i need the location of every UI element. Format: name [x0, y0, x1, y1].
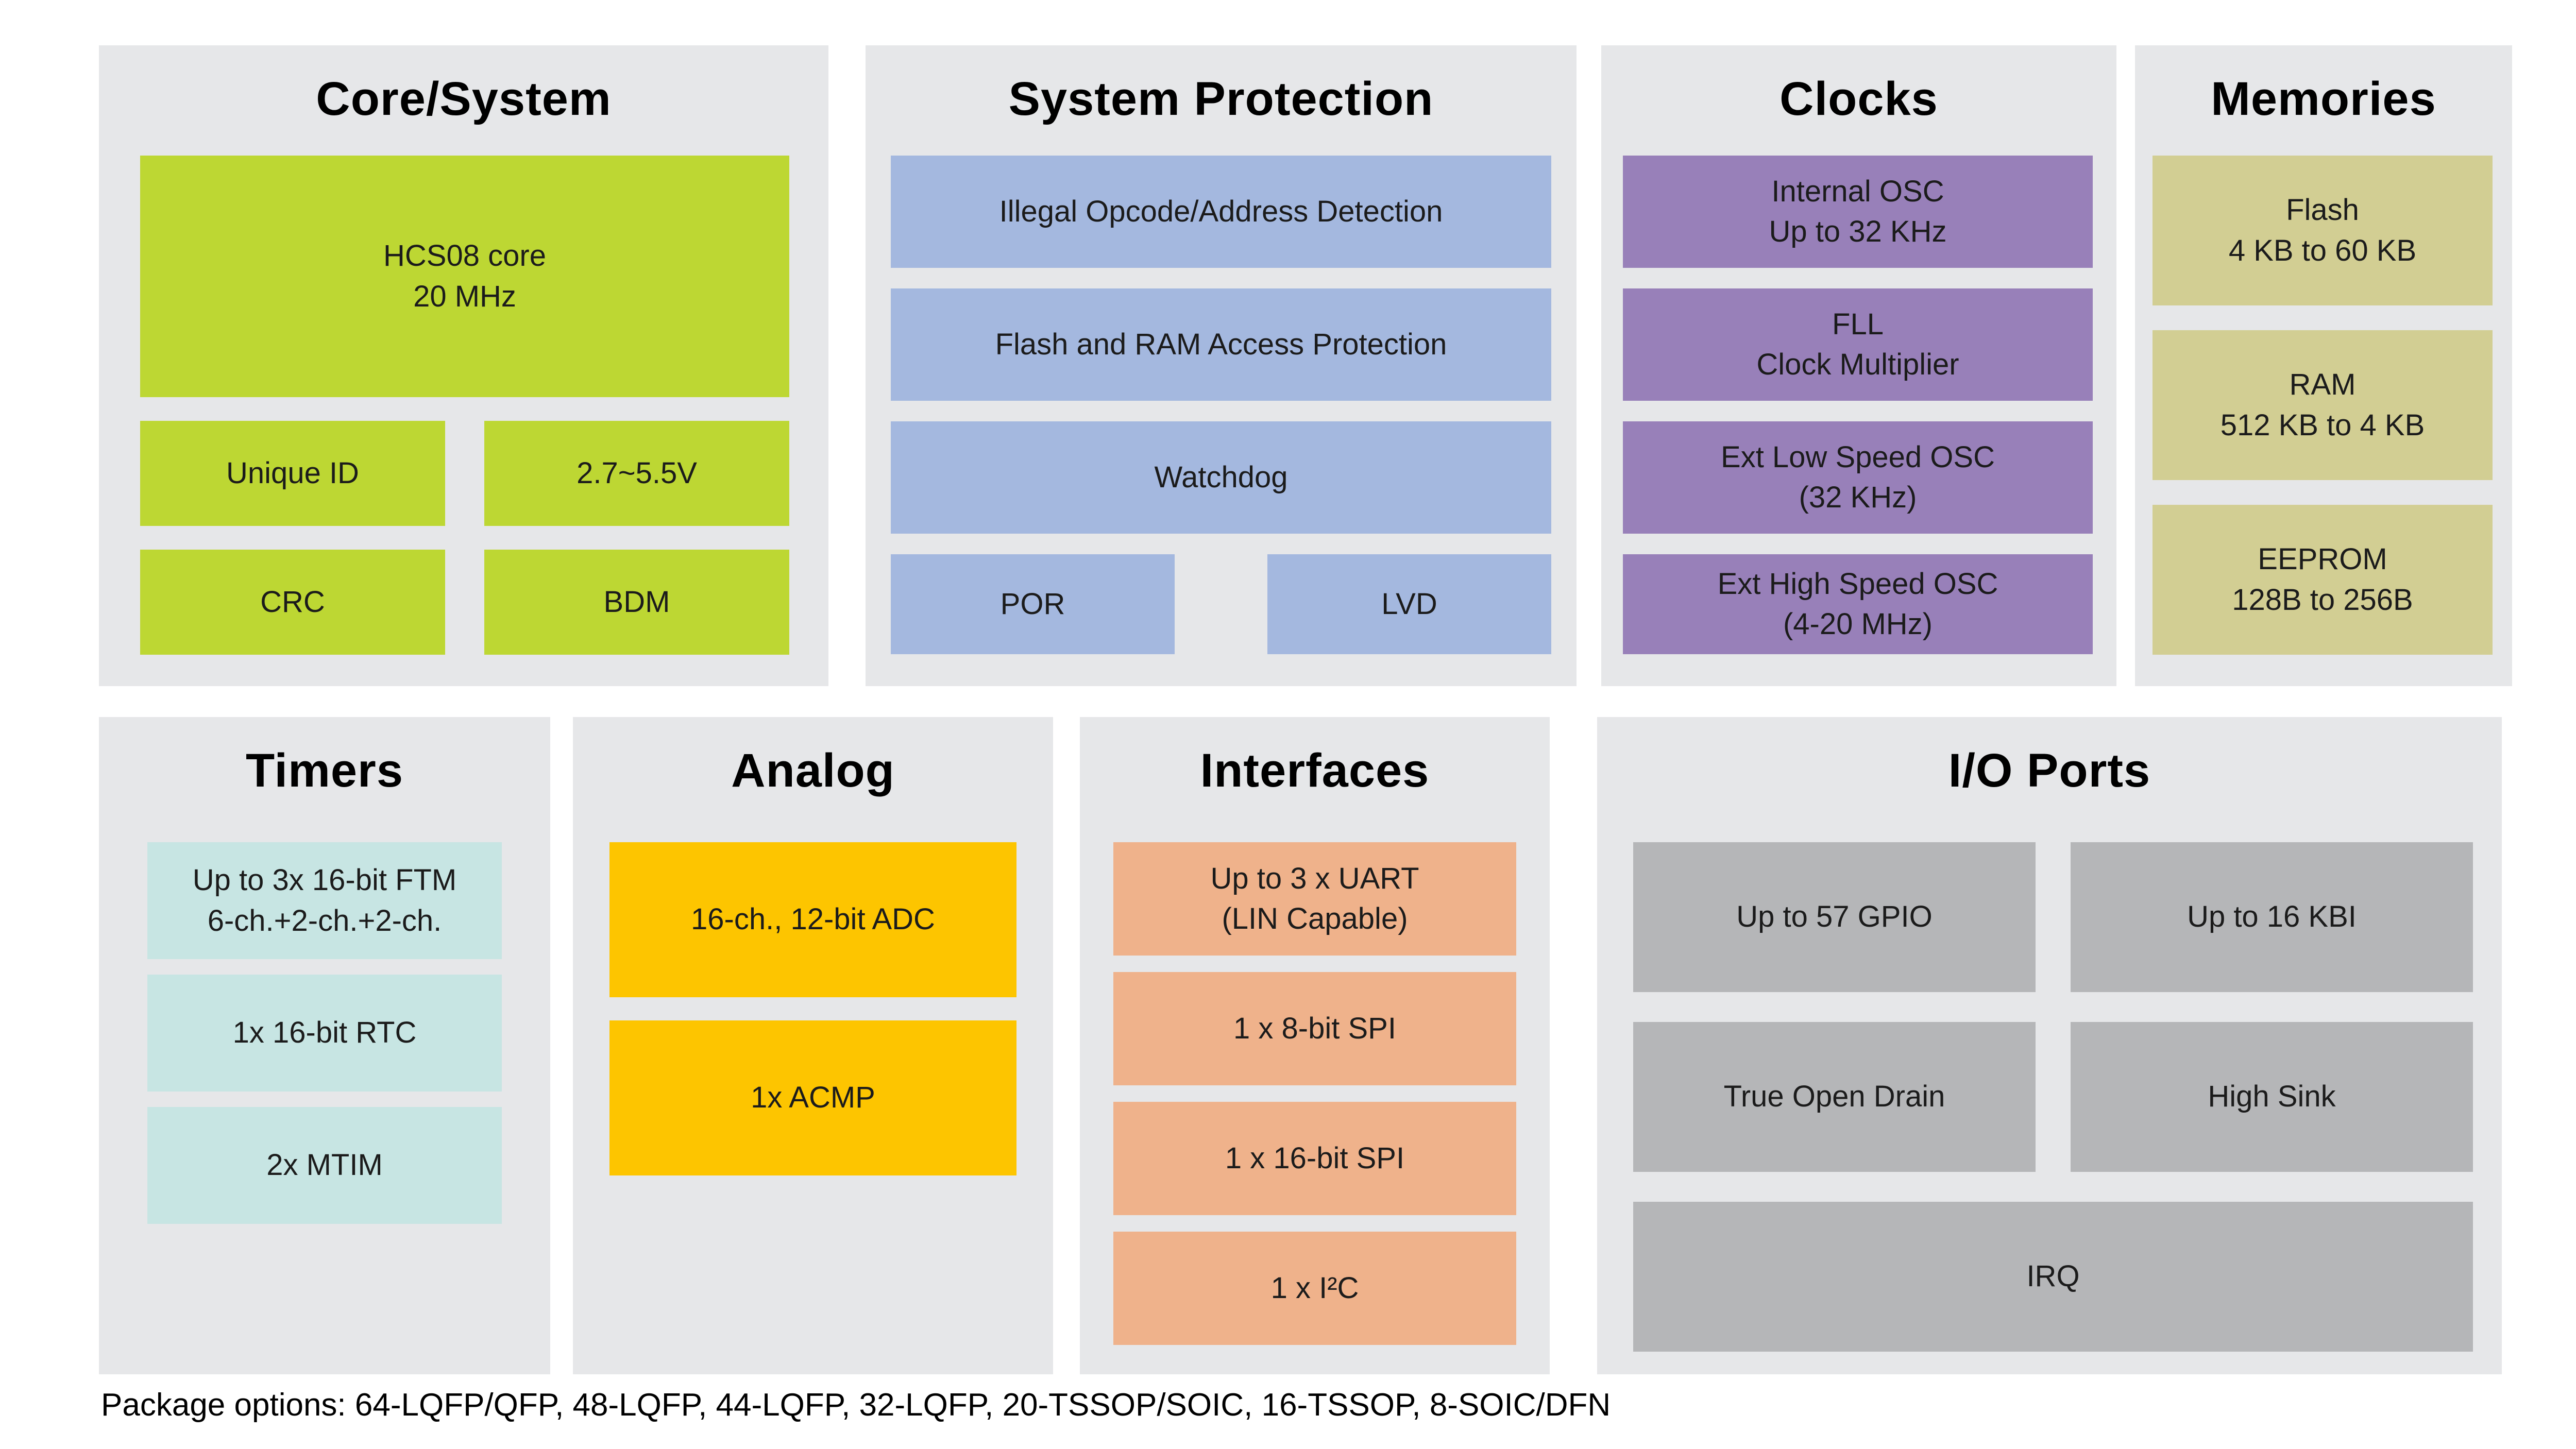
- panel-analog: Analog 16-ch., 12-bit ADC 1x ACMP: [573, 717, 1053, 1374]
- block-hcs08-core: HCS08 core 20 MHz: [140, 156, 789, 397]
- block-crc: CRC: [140, 550, 445, 655]
- panel-clocks-body: Internal OSC Up to 32 KHz FLL Clock Mult…: [1623, 156, 2093, 654]
- panel-core-system: Core/System HCS08 core 20 MHz Unique ID …: [99, 45, 828, 686]
- io-ports-row-2: True Open Drain High Sink: [1633, 1022, 2473, 1172]
- block-flash-memory: Flash 4 KB to 60 KB: [2153, 156, 2493, 305]
- panel-timers: Timers Up to 3x 16-bit FTM 6-ch.+2-ch.+2…: [99, 717, 550, 1374]
- block-por: POR: [891, 554, 1175, 654]
- panel-system-protection-body: Illegal Opcode/Address Detection Flash a…: [891, 156, 1551, 654]
- block-rtc: 1x 16-bit RTC: [147, 975, 502, 1092]
- block-ext-high-speed-osc: Ext High Speed OSC (4-20 MHz): [1623, 554, 2093, 654]
- block-irq: IRQ: [1633, 1202, 2473, 1352]
- panel-interfaces-body: Up to 3 x UART (LIN Capable) 1 x 8-bit S…: [1113, 842, 1516, 1345]
- panel-analog-title: Analog: [731, 744, 895, 797]
- io-ports-row-1: Up to 57 GPIO Up to 16 KBI: [1633, 842, 2473, 992]
- panel-system-protection-title: System Protection: [1008, 73, 1434, 125]
- panel-memories-body: Flash 4 KB to 60 KB RAM 512 KB to 4 KB E…: [2153, 156, 2493, 655]
- package-options-text: Package options: 64-LQFP/QFP, 48-LQFP, 4…: [101, 1387, 1611, 1423]
- block-lvd: LVD: [1267, 554, 1551, 654]
- io-ports-row-3: IRQ: [1633, 1202, 2473, 1352]
- panel-memories-title: Memories: [2211, 73, 2436, 125]
- block-spi-8bit: 1 x 8-bit SPI: [1113, 972, 1516, 1085]
- block-adc: 16-ch., 12-bit ADC: [609, 842, 1016, 997]
- panel-system-protection: System Protection Illegal Opcode/Address…: [866, 45, 1577, 686]
- block-ram: RAM 512 KB to 4 KB: [2153, 330, 2493, 480]
- block-ftm: Up to 3x 16-bit FTM 6-ch.+2-ch.+2-ch.: [147, 842, 502, 959]
- block-voltage-range: 2.7~5.5V: [484, 421, 789, 526]
- block-bdm: BDM: [484, 550, 789, 655]
- system-protection-row: POR LVD: [891, 554, 1551, 654]
- panel-io-ports-body: Up to 57 GPIO Up to 16 KBI True Open Dra…: [1633, 842, 2473, 1352]
- block-high-sink: High Sink: [2071, 1022, 2473, 1172]
- panel-clocks: Clocks Internal OSC Up to 32 KHz FLL Clo…: [1601, 45, 2116, 686]
- block-uart: Up to 3 x UART (LIN Capable): [1113, 842, 1516, 956]
- block-unique-id: Unique ID: [140, 421, 445, 526]
- block-internal-osc: Internal OSC Up to 32 KHz: [1623, 156, 2093, 268]
- block-i2c: 1 x I²C: [1113, 1232, 1516, 1345]
- block-ext-low-speed-osc: Ext Low Speed OSC (32 KHz): [1623, 421, 2093, 534]
- block-illegal-opcode-detection: Illegal Opcode/Address Detection: [891, 156, 1551, 268]
- panel-io-ports-title: I/O Ports: [1948, 744, 2151, 797]
- block-flash-ram-access-protection: Flash and RAM Access Protection: [891, 288, 1551, 401]
- block-spi-16bit: 1 x 16-bit SPI: [1113, 1102, 1516, 1215]
- panel-clocks-title: Clocks: [1780, 73, 1938, 125]
- block-watchdog: Watchdog: [891, 421, 1551, 534]
- block-gpio: Up to 57 GPIO: [1633, 842, 2036, 992]
- panel-core-system-body: HCS08 core 20 MHz Unique ID 2.7~5.5V CRC…: [140, 156, 789, 655]
- block-fll-clock-multiplier: FLL Clock Multiplier: [1623, 288, 2093, 401]
- panel-memories: Memories Flash 4 KB to 60 KB RAM 512 KB …: [2135, 45, 2512, 686]
- block-acmp: 1x ACMP: [609, 1020, 1016, 1175]
- panel-timers-body: Up to 3x 16-bit FTM 6-ch.+2-ch.+2-ch. 1x…: [147, 842, 502, 1224]
- block-eeprom: EEPROM 128B to 256B: [2153, 505, 2493, 655]
- block-true-open-drain: True Open Drain: [1633, 1022, 2036, 1172]
- panel-io-ports: I/O Ports Up to 57 GPIO Up to 16 KBI Tru…: [1597, 717, 2502, 1374]
- block-kbi: Up to 16 KBI: [2071, 842, 2473, 992]
- core-system-row-1: Unique ID 2.7~5.5V: [140, 421, 789, 526]
- panel-analog-body: 16-ch., 12-bit ADC 1x ACMP: [609, 842, 1016, 1175]
- panel-interfaces-title: Interfaces: [1200, 744, 1430, 797]
- panel-interfaces: Interfaces Up to 3 x UART (LIN Capable) …: [1080, 717, 1550, 1374]
- block-mtim: 2x MTIM: [147, 1107, 502, 1224]
- panel-timers-title: Timers: [245, 744, 404, 797]
- panel-core-system-title: Core/System: [316, 73, 612, 125]
- core-system-row-2: CRC BDM: [140, 550, 789, 655]
